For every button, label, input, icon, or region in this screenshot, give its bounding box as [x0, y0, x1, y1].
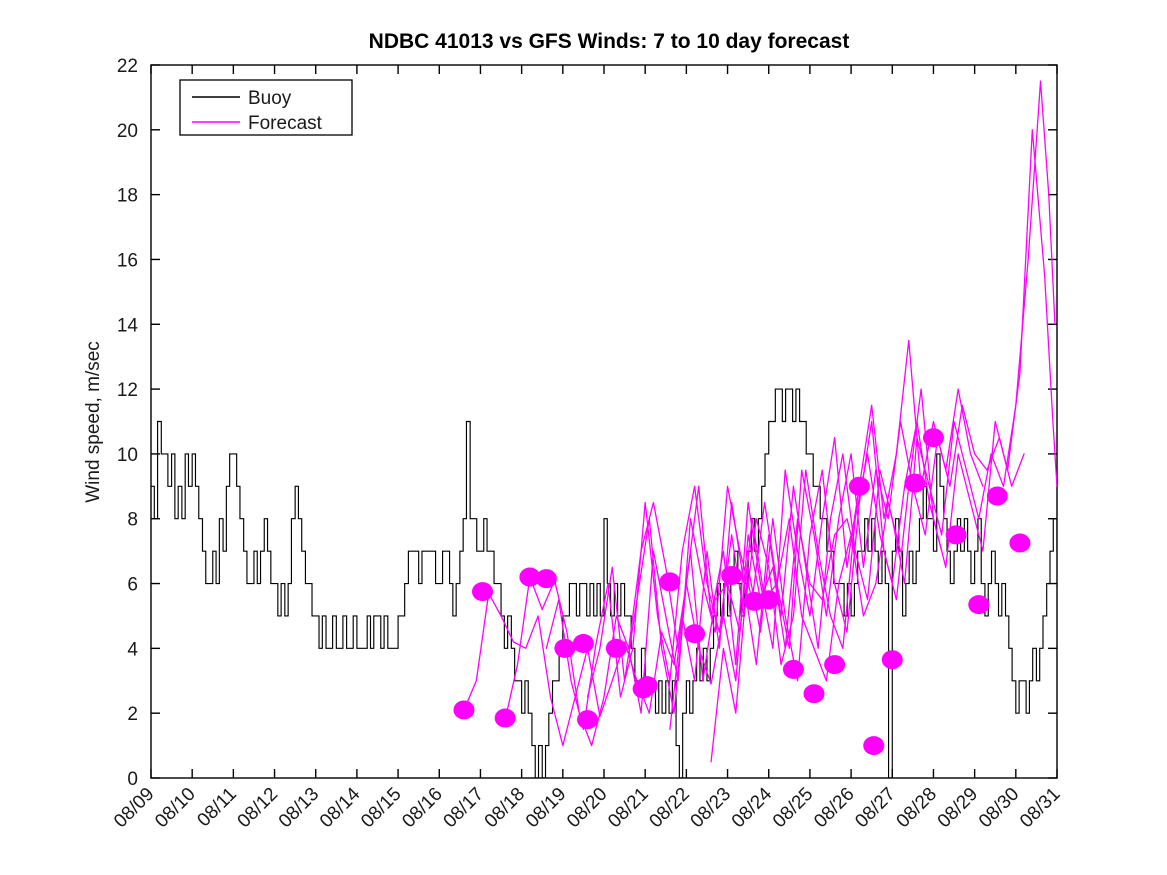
forecast-marker-dot: [1009, 533, 1031, 553]
x-tick-label: 08/29: [934, 784, 982, 832]
forecast-marker-dot: [881, 650, 903, 670]
plot-frame: [150, 64, 1058, 779]
x-tick-label: 08/21: [604, 784, 652, 832]
x-tick-label: 08/18: [481, 784, 529, 832]
x-tick-label: 08/22: [645, 784, 693, 832]
x-tick-label: 08/17: [440, 784, 488, 832]
forecast-marker-dot: [494, 708, 516, 728]
forecast-marker-dot: [824, 655, 846, 675]
x-tick-label: 08/23: [687, 784, 735, 832]
forecast-marker-dot: [922, 428, 944, 448]
y-tick-label: 22: [117, 56, 138, 77]
forecast-marker-dot: [721, 565, 743, 585]
forecast-marker-dot: [577, 710, 599, 730]
forecast-marker-dot: [535, 569, 557, 589]
x-tick-label: 08/26: [810, 784, 858, 832]
forecast-marker-dot: [453, 700, 475, 720]
forecast-marker-dot: [758, 590, 780, 610]
series-forecast-run-5: [628, 404, 1025, 714]
forecast-marker-dot: [782, 659, 804, 679]
x-tick-label: 08/16: [398, 784, 446, 832]
forecast-marker-dot: [863, 736, 885, 756]
forecast-marker-dot: [986, 486, 1008, 506]
x-tick-label: 08/19: [522, 784, 570, 832]
chart-legend[interactable]: Buoy Forecast: [179, 79, 353, 136]
x-tick-label: 08/11: [193, 784, 240, 831]
y-tick-label: 20: [117, 121, 138, 142]
forecast-marker-dot: [519, 567, 541, 587]
forecast-marker-dot: [659, 572, 681, 592]
y-axis-label: Wind speed, m/sec: [83, 341, 104, 503]
y-tick-label: 6: [127, 575, 138, 596]
y-tick-label: 18: [117, 186, 138, 207]
series-forecast-run-1: [463, 518, 860, 747]
y-tick-label: 0: [127, 769, 138, 790]
y-tick-label: 10: [117, 445, 138, 466]
x-tick-label: 08/14: [316, 783, 365, 832]
y-axis-ticks: 0 2 4 6 8 10 12 14 16 18 20 22: [117, 56, 1057, 790]
forecast-marker-dot: [945, 525, 967, 545]
x-tick-label: 08/13: [275, 784, 323, 832]
x-tick-label: 08/09: [110, 784, 158, 832]
y-tick-label: 8: [127, 510, 138, 531]
x-tick-label: 08/30: [975, 784, 1023, 832]
forecast-marker-group: [453, 428, 1031, 756]
series-forecast-run-7: [710, 129, 1057, 763]
series-forecast-run-6: [669, 80, 1056, 731]
x-tick-label: 08/27: [851, 784, 899, 832]
y-tick-label: 14: [117, 315, 139, 336]
series-forecast-run-2: [504, 501, 902, 747]
forecast-marker-dot: [904, 473, 926, 493]
forecast-marker-dot: [636, 676, 658, 696]
chart-title: NDBC 41013 vs GFS Winds: 7 to 10 day for…: [369, 30, 850, 53]
forecast-marker-dot: [472, 582, 494, 602]
x-tick-label: 08/10: [151, 784, 199, 832]
series-buoy: [151, 388, 1057, 778]
forecast-marker-dot: [572, 634, 594, 653]
forecast-marker-dot: [848, 476, 870, 496]
legend-label-buoy: Buoy: [248, 88, 292, 109]
legend-box: [179, 79, 353, 136]
legend-label-forecast: Forecast: [248, 113, 323, 134]
x-tick-label: 08/28: [893, 784, 941, 832]
forecast-marker-dot: [554, 638, 576, 658]
forecast-marker-dot: [684, 624, 706, 644]
x-tick-label: 08/20: [563, 784, 611, 832]
y-tick-label: 12: [117, 380, 138, 401]
forecast-marker-dot: [968, 595, 990, 615]
x-tick-label: 08/25: [769, 784, 817, 832]
x-tick-label: 08/31: [1016, 784, 1064, 832]
x-tick-label: 08/15: [357, 784, 405, 832]
y-tick-label: 2: [127, 704, 138, 725]
data-series-group: [151, 80, 1057, 778]
x-tick-label: 08/24: [728, 783, 777, 832]
x-tick-label: 08/12: [234, 784, 282, 832]
forecast-marker-dot: [803, 684, 825, 704]
forecast-marker-dot: [605, 638, 627, 658]
y-tick-label: 4: [127, 639, 138, 660]
y-tick-label: 16: [117, 250, 138, 271]
